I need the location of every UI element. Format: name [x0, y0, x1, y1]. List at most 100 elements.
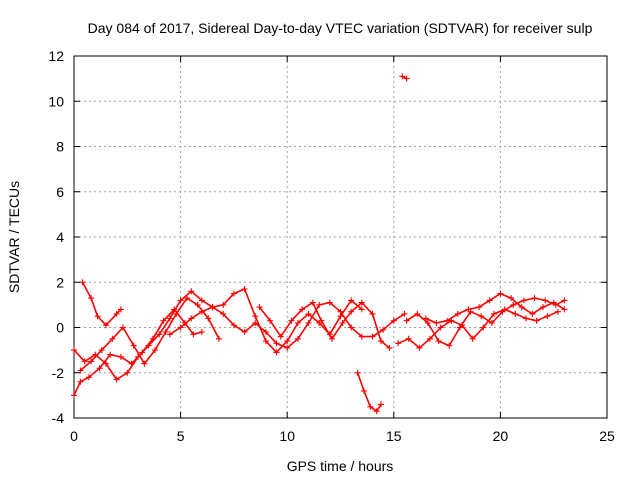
data-point-marker	[171, 306, 178, 313]
data-point-marker	[427, 335, 433, 342]
data-point-marker	[120, 324, 126, 331]
data-point-marker	[358, 333, 365, 340]
data-point-marker	[166, 315, 173, 322]
data-point-marker	[369, 333, 376, 340]
series-sat-g	[354, 369, 384, 415]
data-point-marker	[518, 304, 525, 311]
series-sat-k	[422, 290, 568, 326]
series-line	[258, 301, 391, 349]
data-point-marker	[220, 310, 227, 317]
data-point-marker	[508, 295, 515, 302]
data-point-marker	[230, 290, 237, 297]
data-point-marker	[399, 73, 406, 80]
x-tick-label: 15	[386, 428, 402, 444]
data-point-marker	[309, 299, 316, 306]
data-point-marker	[299, 306, 306, 313]
data-point-marker	[424, 320, 431, 326]
data-point-marker	[555, 308, 561, 315]
data-point-marker	[369, 310, 376, 317]
data-point-marker	[177, 297, 184, 304]
data-point-marker	[433, 320, 440, 326]
data-point-marker	[198, 329, 205, 335]
series-sat-h	[399, 73, 410, 82]
data-point-marker	[230, 322, 237, 329]
data-point-marker	[198, 297, 205, 304]
series-line	[356, 372, 382, 412]
data-point-marker	[465, 306, 472, 313]
data-point-marker	[190, 331, 197, 338]
data-point-marker	[252, 313, 259, 320]
data-point-marker	[252, 320, 259, 326]
series-line	[425, 292, 566, 324]
data-point-marker	[305, 320, 312, 326]
data-point-marker	[241, 329, 248, 335]
data-point-marker	[533, 317, 540, 324]
data-point-marker	[446, 342, 453, 349]
data-point-marker	[241, 286, 248, 292]
x-tick-label: 25	[599, 428, 615, 444]
data-point-marker	[386, 344, 393, 351]
data-point-marker	[188, 288, 195, 295]
chart-title: Day 084 of 2017, Sidereal Day-to-day VTE…	[88, 20, 593, 36]
data-point-marker	[531, 295, 538, 302]
data-point-marker	[81, 358, 88, 365]
data-point-marker	[339, 320, 346, 326]
data-point-marker	[71, 392, 77, 399]
data-point-marker	[480, 324, 487, 331]
data-point-marker	[361, 387, 367, 394]
data-point-marker	[435, 338, 442, 345]
x-tick-label: 5	[177, 428, 185, 444]
data-point-marker	[337, 308, 344, 315]
data-point-marker	[273, 349, 280, 356]
data-point-marker	[414, 310, 421, 317]
y-tick-label: -2	[52, 365, 65, 381]
data-point-marker	[454, 310, 461, 317]
data-point-marker	[209, 304, 216, 311]
data-point-marker	[444, 317, 451, 324]
x-tick-label: 10	[279, 428, 295, 444]
data-layer	[71, 73, 568, 415]
y-tick-label: 12	[48, 48, 64, 64]
y-tick-label: 2	[56, 274, 64, 290]
data-point-marker	[478, 313, 485, 320]
data-point-marker	[273, 340, 280, 347]
data-point-marker	[318, 317, 325, 324]
y-tick-label: 4	[56, 229, 64, 245]
data-point-marker	[149, 335, 156, 342]
data-point-marker	[220, 301, 227, 308]
series-sat-f	[256, 299, 393, 351]
data-point-marker	[130, 342, 137, 349]
series-sat-e	[166, 299, 408, 351]
data-point-marker	[378, 338, 384, 345]
series-sat-d	[71, 306, 205, 399]
data-point-marker	[284, 338, 291, 345]
data-point-marker	[267, 317, 274, 324]
data-point-marker	[378, 401, 384, 408]
data-point-marker	[561, 306, 568, 313]
data-point-marker	[139, 349, 146, 356]
series-line	[79, 297, 220, 372]
y-tick-label: 8	[56, 139, 64, 155]
y-axis-label: SDTVAR / TECUs	[6, 181, 22, 293]
data-point-marker	[113, 376, 120, 383]
data-point-marker	[128, 360, 135, 367]
data-point-marker	[510, 301, 517, 308]
data-point-marker	[367, 403, 374, 410]
data-point-marker	[294, 335, 301, 342]
data-point-marker	[194, 301, 201, 308]
data-point-marker	[71, 347, 77, 354]
data-point-marker	[205, 315, 212, 322]
data-point-marker	[160, 317, 167, 324]
data-point-marker	[262, 338, 269, 345]
data-point-marker	[497, 290, 504, 297]
x-tick-label: 20	[493, 428, 509, 444]
y-tick-label: -4	[52, 410, 65, 426]
data-point-marker	[94, 313, 101, 320]
data-point-marker	[166, 331, 173, 338]
series-line	[397, 308, 559, 349]
data-point-marker	[358, 306, 365, 313]
data-point-marker	[117, 353, 124, 360]
data-point-marker	[103, 322, 109, 329]
data-point-marker	[486, 297, 493, 304]
